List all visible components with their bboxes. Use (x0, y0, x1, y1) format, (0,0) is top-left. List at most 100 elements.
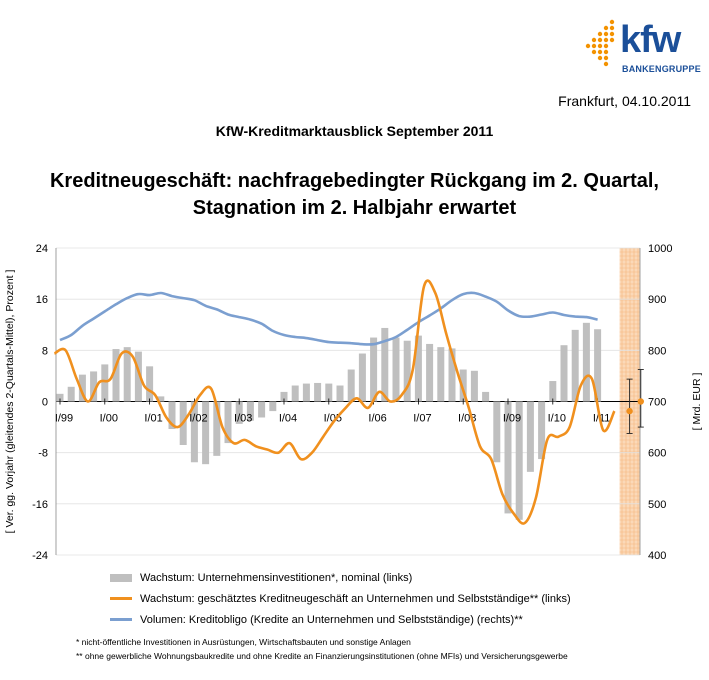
bar (90, 371, 98, 402)
x-tick-label: I/06 (368, 413, 386, 425)
y-tick-label-left: 0 (42, 397, 48, 409)
bar (168, 401, 176, 430)
bar (134, 351, 142, 402)
y-tick-label-left: -8 (38, 448, 48, 460)
x-tick-label: I/09 (503, 413, 521, 425)
bar (213, 401, 221, 456)
bar (202, 401, 210, 465)
y-tick-label-right: 500 (648, 499, 666, 511)
bar (414, 335, 422, 402)
bar (101, 364, 109, 402)
legend-item-bars: Wachstum: Unternehmensinvestitionen*, no… (110, 567, 571, 588)
legend-swatch-bars (110, 573, 132, 582)
x-tick-label: I/00 (100, 413, 118, 425)
y-tick-label-right: 800 (648, 345, 666, 357)
bar (437, 347, 445, 402)
forecast-point (637, 398, 644, 405)
legend-item-growth: Wachstum: geschätztes Kreditneugeschäft … (110, 588, 571, 609)
forecast-point (626, 407, 633, 415)
bar (571, 329, 579, 402)
y-tick-label-right: 700 (648, 397, 666, 409)
x-tick-label: I/99 (55, 413, 73, 425)
headline-line-1: Kreditneugeschäft: nachfragebedingter Rü… (49, 170, 659, 192)
headline-line-2: Stagnation im 2. Halbjahr erwartet (192, 197, 517, 219)
y-tick-label-right: 400 (648, 550, 666, 562)
legend-item-volume: Volumen: Kreditobligo (Kredite an Untern… (110, 609, 571, 630)
y-tick-label-right: 1000 (648, 243, 672, 255)
y-axis-title-right: [ Mrd. EUR ] (691, 373, 703, 431)
kfw-dots-icon (585, 19, 615, 67)
y-tick-label-left: 16 (36, 294, 48, 306)
x-tick-label: I/10 (548, 413, 566, 425)
bar (269, 401, 277, 412)
x-tick-label: I/07 (413, 413, 431, 425)
legend-label-growth: Wachstum: geschätztes Kreditneugeschäft … (140, 592, 571, 605)
x-tick-label: I/01 (144, 413, 162, 425)
report-title: KfW-Kreditmarktausblick September 2011 (215, 123, 494, 139)
chart-headline: Kreditneugeschäft: nachfragebedingter Rü… (0, 168, 709, 222)
report-date: Frankfurt, 04.10.2011 (558, 93, 691, 109)
bar (347, 369, 355, 402)
bar (123, 347, 131, 402)
x-tick-label: I/03 (234, 413, 252, 425)
bar (482, 391, 490, 402)
bar (78, 374, 86, 402)
bar (594, 329, 602, 402)
bar (538, 401, 546, 460)
bar (336, 385, 344, 402)
x-tick-label: I/04 (279, 413, 297, 425)
y-tick-label-left: 8 (42, 345, 48, 357)
bar (493, 401, 501, 463)
bar (403, 340, 411, 402)
y-tick-label-left: 24 (36, 243, 48, 255)
bar (381, 327, 389, 402)
credit-chart: 24 16 8 0 -8 -16 -24 1000 900 800 700 600 500 400 [ Ve… (4, 243, 703, 562)
legend-swatch-volume (110, 618, 132, 621)
bar (190, 401, 198, 463)
bar (314, 382, 322, 402)
bar (157, 396, 165, 402)
bar (291, 385, 299, 402)
bar (515, 401, 523, 520)
bar (358, 353, 366, 402)
y-tick-label-right: 900 (648, 294, 666, 306)
bar (325, 383, 333, 402)
bar (426, 343, 434, 402)
bar (459, 369, 467, 402)
volume-line (59, 291, 598, 346)
footnotes: * nicht-öffentliche Investitionen in Aus… (76, 635, 568, 663)
bar (448, 348, 456, 402)
growth-line (53, 279, 616, 525)
kfw-logo: kfw BANKENGRUPPE (582, 16, 702, 80)
y-tick-label-left: -24 (32, 550, 48, 562)
bar (224, 401, 232, 444)
footnote-2: ** ohne gewerbliche Wohnungsbaukredite u… (76, 651, 568, 661)
footnote-1: * nicht-öffentliche Investitionen in Aus… (76, 637, 411, 647)
brand-subtitle: BANKENGRUPPE (622, 64, 701, 74)
bar (392, 337, 400, 402)
bar (235, 401, 243, 424)
bar (526, 401, 534, 472)
bar (67, 386, 75, 402)
bar (146, 366, 154, 402)
y-tick-label-right: 600 (648, 448, 666, 460)
y-tick-label-left: -16 (32, 499, 48, 511)
bar (370, 337, 378, 402)
bar (470, 370, 478, 402)
bar (504, 401, 512, 514)
bar (56, 393, 64, 402)
y-axis-title-left: [ Ver. gg. Vorjahr (gleitendes 2-Quartal… (4, 270, 16, 534)
bar (582, 322, 590, 402)
bar (258, 401, 266, 418)
brand-word: kfw (620, 19, 681, 61)
bar (246, 401, 254, 421)
legend-swatch-growth (110, 597, 132, 600)
bar (549, 381, 557, 402)
bar (560, 345, 568, 402)
bar (112, 349, 120, 402)
bar (302, 383, 310, 402)
legend-label-bars: Wachstum: Unternehmensinvestitionen*, no… (140, 571, 413, 584)
chart-legend: Wachstum: Unternehmensinvestitionen*, no… (110, 567, 571, 630)
x-tick-label: I/11 (593, 413, 611, 425)
x-tick-label: I/02 (189, 413, 207, 425)
